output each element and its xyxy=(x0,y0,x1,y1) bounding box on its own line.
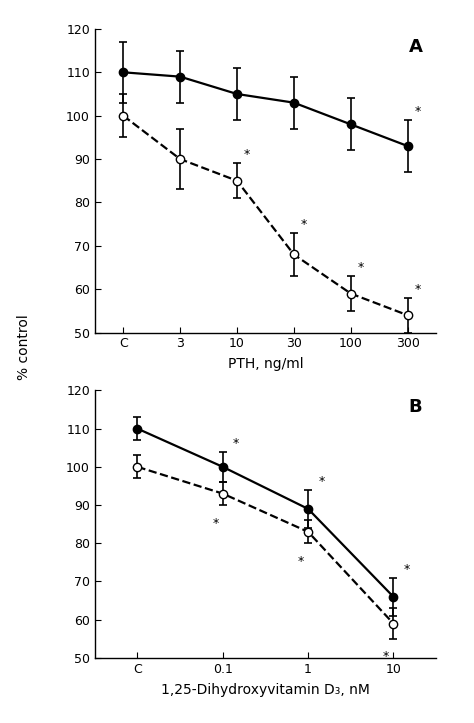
Text: *: * xyxy=(414,283,421,296)
Text: A: A xyxy=(409,38,423,56)
X-axis label: PTH, ng/ml: PTH, ng/ml xyxy=(228,357,303,372)
Text: *: * xyxy=(233,437,239,450)
X-axis label: 1,25-Dihydroxyvitamin D₃, nM: 1,25-Dihydroxyvitamin D₃, nM xyxy=(161,683,370,697)
Text: *: * xyxy=(414,105,421,118)
Text: *: * xyxy=(319,475,325,488)
Text: *: * xyxy=(357,261,364,274)
Text: B: B xyxy=(409,398,422,416)
Text: *: * xyxy=(212,516,219,529)
Text: *: * xyxy=(383,650,389,663)
Text: *: * xyxy=(298,555,304,568)
Text: *: * xyxy=(301,218,307,231)
Text: *: * xyxy=(244,148,250,161)
Text: *: * xyxy=(404,562,410,576)
Text: % control: % control xyxy=(17,315,31,380)
